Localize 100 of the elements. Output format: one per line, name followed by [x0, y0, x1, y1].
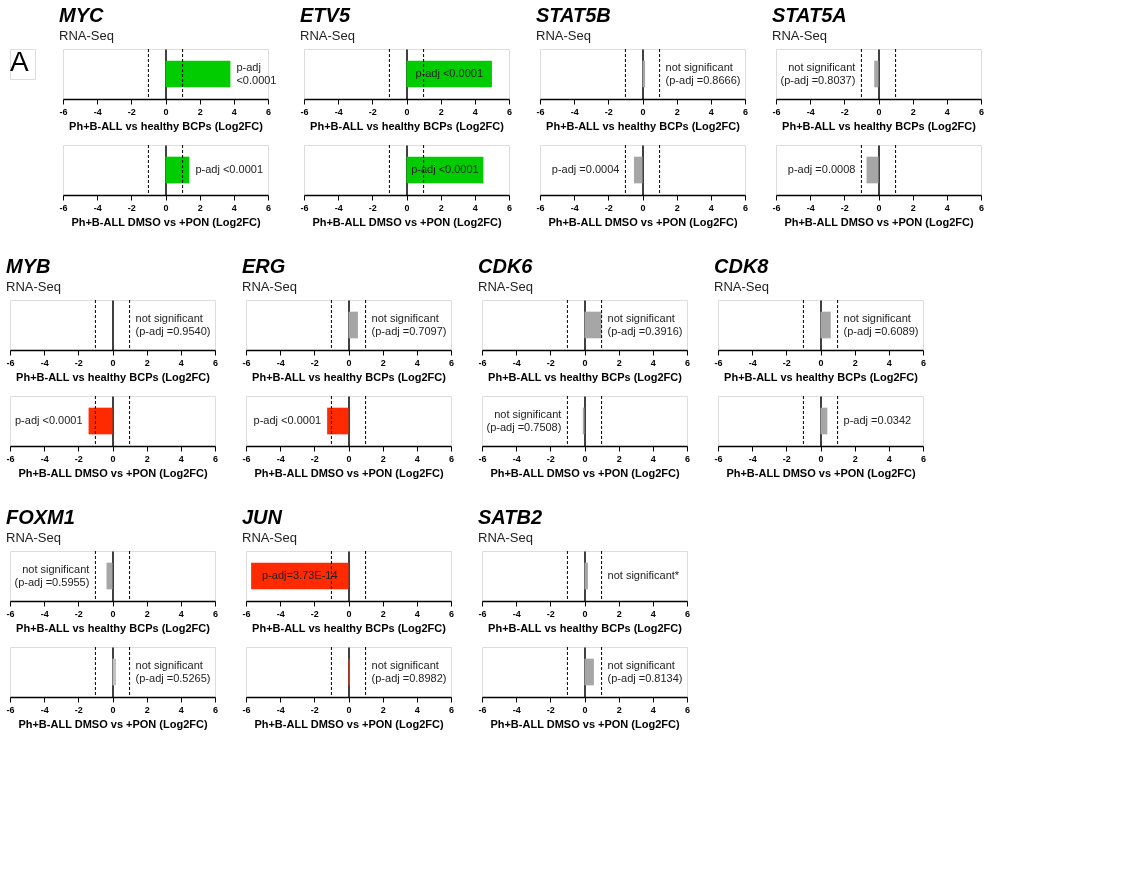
chart-title: ERG	[242, 254, 286, 277]
annotation: not significant	[371, 658, 439, 671]
x-tick-label: -2	[127, 106, 136, 117]
x-tick-label: -4	[334, 202, 343, 213]
x-tick-label: 4	[650, 704, 656, 715]
annotation: p-adj =0.0004	[551, 163, 620, 175]
x-tick-label: -6	[59, 202, 68, 213]
x-tick-label: -2	[840, 106, 849, 117]
x-tick-label: -6	[300, 106, 309, 117]
x-axis-title: Ph+B-ALL vs healthy BCPs (Log2FC)	[488, 621, 683, 634]
x-axis-title: Ph+B-ALL vs healthy BCPs (Log2FC)	[488, 370, 683, 383]
x-tick-label: -6	[714, 357, 723, 368]
x-tick-label: -6	[242, 453, 251, 464]
chart-subtitle: RNA-Seq	[536, 27, 591, 43]
x-tick-label: -4	[806, 106, 815, 117]
x-tick-label: 6	[265, 106, 272, 117]
chart-subtitle: RNA-Seq	[242, 278, 297, 294]
annotation: not significant*	[607, 569, 680, 581]
text: A	[10, 46, 29, 77]
chart-title: MYB	[6, 254, 51, 277]
x-tick-label: -2	[604, 106, 613, 117]
x-tick-label: 6	[506, 106, 513, 117]
x-tick-label: -4	[276, 357, 285, 368]
x-tick-label: -2	[310, 608, 319, 619]
chart-subtitle: RNA-Seq	[6, 529, 61, 545]
chart-subtitle: RNA-Seq	[478, 529, 533, 545]
annotation: (p-adj =0.8134)	[607, 671, 683, 684]
x-tick-label: -4	[276, 704, 285, 715]
x-tick-label: -6	[6, 453, 15, 464]
chart-title: MYC	[59, 3, 104, 26]
annotation: not significant	[607, 658, 675, 671]
x-tick-label: 4	[231, 106, 237, 117]
x-tick-label: 0	[640, 202, 646, 213]
x-tick-label: -2	[127, 202, 136, 213]
x-tick-label: 4	[944, 106, 950, 117]
x-tick-label: 2	[144, 357, 150, 368]
annotation: (p-adj =0.5265)	[135, 671, 211, 684]
x-tick-label: 4	[886, 453, 892, 464]
x-tick-label: 6	[448, 704, 455, 715]
x-tick-label: -4	[40, 704, 49, 715]
x-tick-label: 4	[414, 608, 420, 619]
x-tick-label: -4	[276, 608, 285, 619]
x-tick-label: -4	[748, 453, 757, 464]
x-tick-label: 2	[910, 106, 916, 117]
x-tick-label: -6	[242, 608, 251, 619]
x-tick-label: 2	[144, 608, 150, 619]
x-tick-label: 2	[674, 202, 680, 213]
x-axis-title: Ph+B-ALL DMSO vs +PON (Log2FC)	[726, 466, 916, 479]
chart-title: CDK8	[714, 254, 770, 277]
x-tick-label: -6	[300, 202, 309, 213]
x-tick-label: 2	[910, 202, 916, 213]
x-tick-label: 6	[684, 704, 691, 715]
x-axis-title: Ph+B-ALL DMSO vs +PON (Log2FC)	[254, 717, 444, 730]
x-axis-title: Ph+B-ALL vs healthy BCPs (Log2FC)	[252, 370, 447, 383]
x-axis-title: Ph+B-ALL DMSO vs +PON (Log2FC)	[784, 215, 974, 228]
x-tick-label: -4	[334, 106, 343, 117]
x-tick-label: -6	[6, 704, 15, 715]
x-tick-label: -2	[74, 453, 83, 464]
x-tick-label: -2	[74, 357, 83, 368]
x-tick-label: 2	[616, 704, 622, 715]
x-tick-label: -4	[806, 202, 815, 213]
x-tick-label: -6	[242, 357, 251, 368]
annotation: not significant	[494, 407, 562, 420]
x-tick-label: 0	[163, 202, 169, 213]
annotation: p-adj <0.0001	[411, 163, 479, 175]
x-tick-label: 0	[163, 106, 169, 117]
x-tick-label: -2	[310, 357, 319, 368]
x-tick-label: 0	[582, 357, 588, 368]
x-tick-label: -6	[536, 202, 545, 213]
x-tick-label: 0	[640, 106, 646, 117]
x-axis-title: Ph+B-ALL DMSO vs +PON (Log2FC)	[312, 215, 502, 228]
chart-subtitle: RNA-Seq	[772, 27, 827, 43]
x-tick-label: -6	[478, 357, 487, 368]
x-axis-title: Ph+B-ALL vs healthy BCPs (Log2FC)	[782, 119, 977, 132]
x-tick-label: 4	[650, 453, 656, 464]
x-tick-label: 0	[582, 704, 588, 715]
x-tick-label: 4	[708, 106, 714, 117]
x-tick-label: 0	[582, 608, 588, 619]
x-tick-label: 6	[920, 357, 927, 368]
x-tick-label: 6	[265, 202, 272, 213]
x-tick-label: 6	[506, 202, 513, 213]
annotation: <0.0001	[236, 73, 277, 86]
x-tick-label: -2	[782, 357, 791, 368]
chart-subtitle: RNA-Seq	[6, 278, 61, 294]
annotation: (p-adj =0.7097)	[371, 324, 447, 337]
annotation: p-adj=3.73E-14	[262, 569, 338, 581]
x-tick-label: 4	[178, 357, 184, 368]
x-tick-label: -4	[40, 608, 49, 619]
annotation: (p-adj =0.6089)	[843, 324, 919, 337]
annotation: (p-adj =0.8982)	[371, 671, 447, 684]
x-axis-title: Ph+B-ALL DMSO vs +PON (Log2FC)	[18, 717, 208, 730]
x-tick-label: -6	[478, 608, 487, 619]
x-tick-label: -6	[6, 357, 15, 368]
x-axis-title: Ph+B-ALL DMSO vs +PON (Log2FC)	[71, 215, 261, 228]
x-tick-label: 0	[110, 704, 116, 715]
x-tick-label: -4	[276, 453, 285, 464]
x-tick-label: 6	[742, 106, 749, 117]
x-tick-label: -2	[546, 357, 555, 368]
x-tick-label: 2	[197, 202, 203, 213]
chart-subtitle: RNA-Seq	[59, 27, 114, 43]
